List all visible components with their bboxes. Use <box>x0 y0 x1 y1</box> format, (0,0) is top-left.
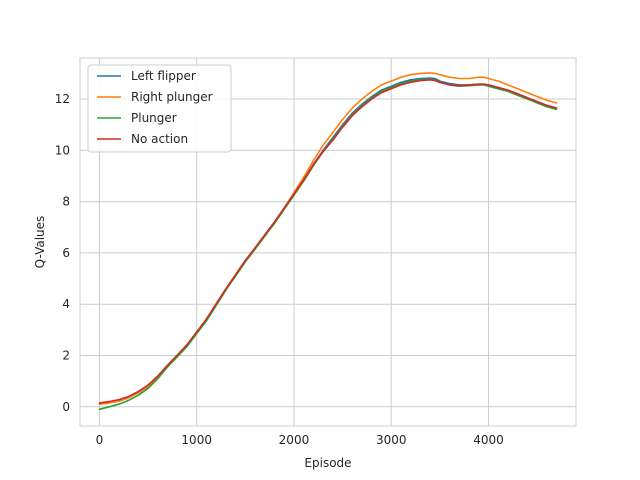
y-tick-label: 10 <box>55 143 70 157</box>
legend-label-plunger: Plunger <box>131 111 177 125</box>
legend: Left flipper Right plunger Plunger No actio… <box>87 64 232 153</box>
legend-label-no-action: No action <box>131 132 188 146</box>
series-layer <box>98 72 558 411</box>
x-tick-label: 1000 <box>181 433 212 447</box>
y-tick-label: 8 <box>62 195 70 209</box>
y-tick-label: 2 <box>62 348 70 362</box>
x-tick-label: 4000 <box>473 433 504 447</box>
y-tick-label: 4 <box>62 297 70 311</box>
x-tick-label: 2000 <box>279 433 310 447</box>
series-line-no-action <box>98 79 558 404</box>
x-axis-label: Episode <box>304 456 351 470</box>
legend-label-left-flipper: Left flipper <box>131 69 196 83</box>
x-tick-label: 3000 <box>376 433 407 447</box>
y-tick-label: 0 <box>62 400 70 414</box>
legend-label-right-plunger: Right plunger <box>131 90 213 104</box>
legend-box <box>87 64 232 153</box>
y-tick-label: 6 <box>62 246 70 260</box>
grid-lines <box>80 58 576 426</box>
y-tick-label: 12 <box>55 92 70 106</box>
y-axis-label: Q-Values <box>33 216 47 269</box>
tick-labels: 0 1000 2000 3000 4000 0 2 4 6 8 10 12 <box>55 92 504 447</box>
plot-frame <box>79 57 577 427</box>
x-tick-label: 0 <box>96 433 104 447</box>
